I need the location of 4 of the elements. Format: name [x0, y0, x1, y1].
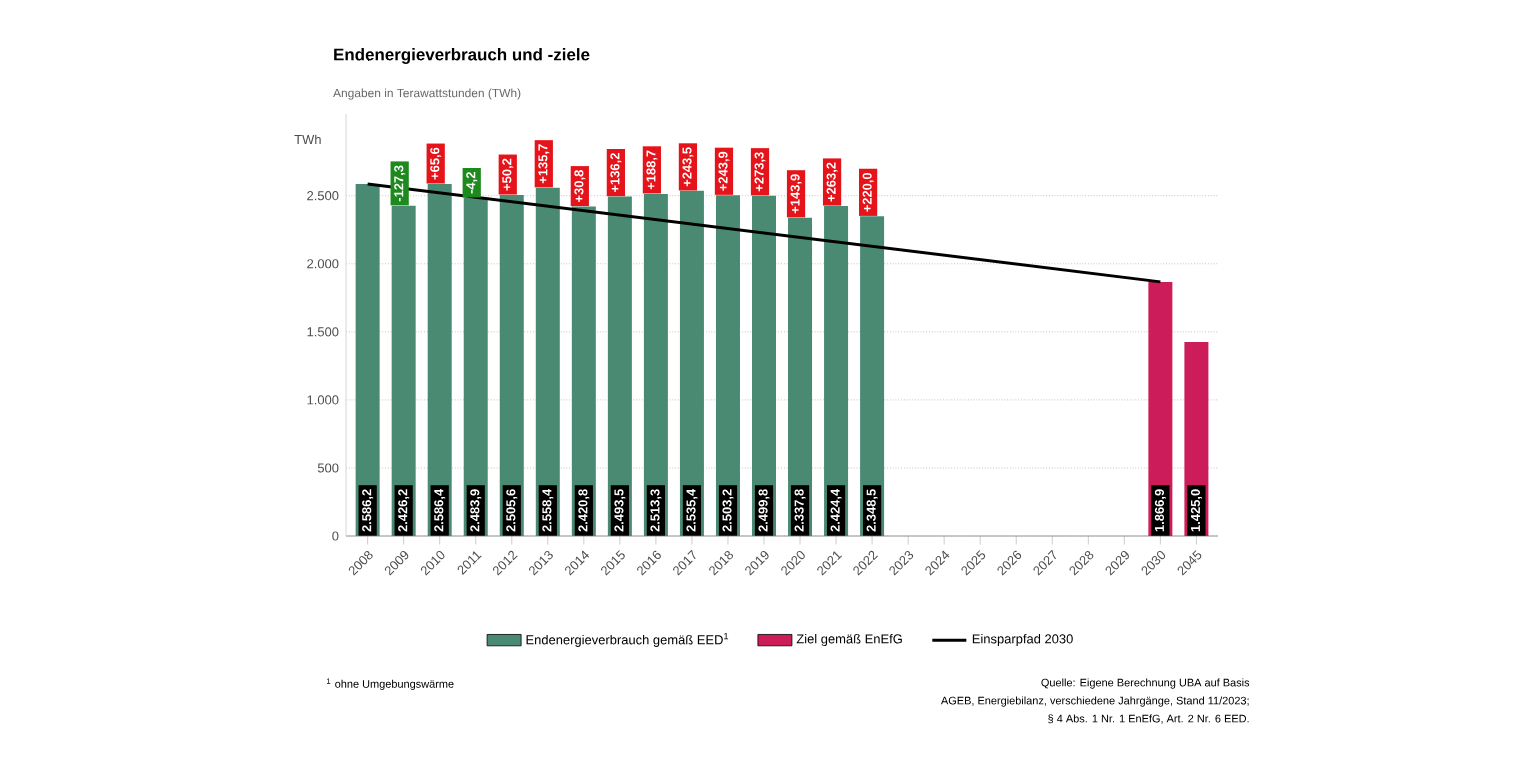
- bar: [391, 205, 416, 537]
- chart-title: Endenergieverbrauch und -ziele: [334, 48, 590, 64]
- bar: [824, 205, 849, 537]
- bar: [860, 216, 885, 537]
